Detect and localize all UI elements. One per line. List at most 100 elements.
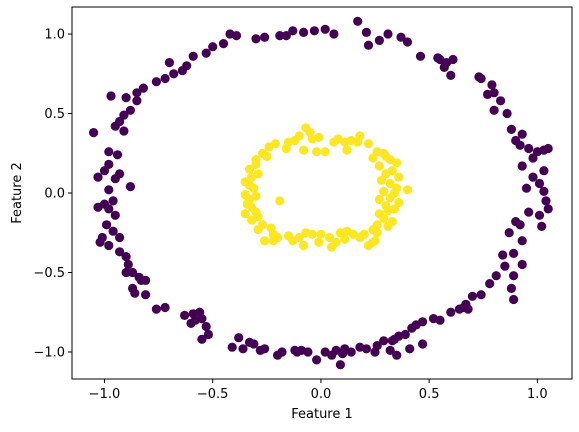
data-point — [491, 271, 501, 281]
data-point — [524, 207, 534, 217]
data-point — [502, 108, 512, 119]
data-point — [539, 186, 549, 196]
data-point — [260, 32, 270, 42]
data-point — [249, 183, 259, 193]
data-point — [225, 29, 235, 39]
data-point — [125, 182, 135, 192]
data-point — [363, 139, 374, 149]
x-axis-label: Feature 1 — [291, 407, 353, 422]
data-point — [506, 283, 516, 293]
y-tick-label: 0.5 — [44, 107, 65, 122]
data-point — [132, 88, 142, 98]
data-point — [95, 237, 105, 247]
data-point — [374, 194, 384, 204]
data-point — [489, 105, 499, 115]
data-point — [368, 153, 378, 163]
data-point — [532, 147, 543, 157]
data-point — [260, 236, 270, 246]
data-point — [275, 30, 285, 41]
data-point — [407, 323, 417, 333]
data-point — [104, 185, 114, 195]
data-point — [543, 204, 553, 214]
data-point — [160, 73, 170, 84]
data-point — [320, 24, 330, 34]
x-axis-ticks: −1.0 −0.5 0.0 0.5 1.0 — [89, 379, 548, 402]
data-point — [537, 221, 547, 231]
data-point — [418, 339, 428, 349]
y-tick-label: −0.5 — [33, 266, 65, 281]
data-point — [368, 237, 378, 247]
data-point — [379, 213, 389, 223]
data-point — [405, 344, 415, 354]
data-point — [402, 37, 413, 47]
data-point — [164, 58, 174, 68]
data-point — [329, 29, 339, 39]
data-point — [104, 147, 114, 157]
points-layer — [89, 16, 553, 370]
data-point — [303, 347, 313, 357]
data-point — [203, 329, 213, 340]
data-point — [288, 26, 298, 36]
data-point — [534, 210, 545, 220]
data-point — [104, 204, 114, 214]
data-point — [355, 232, 365, 243]
data-point — [169, 69, 179, 79]
data-point — [110, 121, 120, 131]
data-point — [197, 334, 207, 344]
y-axis-ticks: −1.0 −0.5 0.0 0.5 1.0 — [33, 28, 72, 360]
data-point — [238, 344, 248, 354]
data-point — [314, 237, 324, 247]
data-point — [439, 62, 449, 72]
data-point — [320, 147, 330, 157]
data-point — [381, 169, 391, 179]
data-point — [180, 310, 190, 320]
data-point — [281, 30, 291, 41]
data-point — [370, 347, 380, 357]
data-point — [119, 126, 129, 136]
data-point — [387, 336, 397, 346]
data-point — [379, 336, 389, 346]
data-point — [485, 279, 495, 289]
data-point — [394, 172, 404, 182]
data-point — [188, 51, 198, 61]
data-point — [392, 158, 402, 168]
data-point — [528, 172, 538, 182]
data-point — [517, 161, 527, 171]
data-point — [508, 271, 519, 281]
data-point — [177, 66, 187, 76]
data-point — [500, 261, 510, 271]
data-point — [504, 228, 514, 238]
data-point — [121, 252, 131, 262]
data-point — [208, 42, 218, 52]
data-point — [385, 345, 395, 355]
data-point — [396, 32, 406, 42]
data-point — [521, 183, 532, 193]
data-point — [255, 345, 265, 355]
data-point — [299, 27, 309, 37]
data-point — [115, 232, 125, 243]
data-point — [374, 161, 384, 171]
data-point — [108, 226, 118, 236]
data-point — [508, 248, 519, 258]
y-tick-label: −1.0 — [33, 345, 65, 360]
data-point — [539, 166, 549, 176]
data-point — [115, 247, 125, 257]
data-point — [264, 142, 274, 152]
data-point — [247, 215, 257, 225]
data-point — [112, 150, 123, 160]
data-point — [108, 196, 118, 206]
data-point — [312, 147, 322, 157]
data-point — [335, 360, 345, 370]
data-point — [234, 333, 244, 343]
data-point — [151, 304, 161, 314]
data-point — [327, 242, 337, 252]
data-point — [415, 51, 426, 61]
y-tick-label: 1.0 — [44, 28, 65, 43]
data-point — [251, 34, 261, 44]
data-point — [275, 196, 285, 206]
data-point — [498, 250, 508, 260]
data-point — [508, 294, 519, 305]
data-point — [392, 350, 402, 360]
data-point — [93, 202, 103, 212]
